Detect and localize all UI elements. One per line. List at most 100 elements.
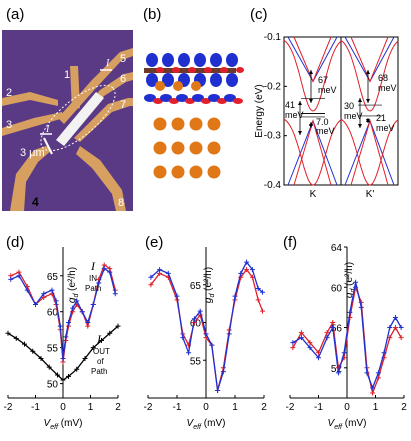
density-lobe [160, 94, 172, 102]
data-marker-blue [96, 280, 102, 286]
arrowhead [309, 70, 313, 74]
x-tick-label: 2 [115, 402, 121, 413]
data-marker-red [392, 325, 398, 331]
data-marker-black [90, 345, 96, 351]
x-axis-label: Veff (mV) [328, 418, 367, 431]
data-marker-blue [364, 370, 370, 376]
atom [189, 117, 203, 131]
data-marker-blue [8, 276, 14, 282]
data-marker-blue [324, 335, 330, 341]
panel-label-e: (e) [145, 234, 164, 251]
data-marker-black [46, 364, 52, 370]
data-marker-black [5, 330, 11, 336]
y-axis-label: gd (e²/h) [203, 267, 216, 303]
atom [207, 117, 221, 131]
legend-out-path: Path [91, 367, 107, 376]
arrowhead [366, 70, 370, 74]
conductance-chart-e: -2 -1 0 1 2 55 60 65 Veff (mV) gd (e²/h) [144, 247, 267, 431]
density-lobe [188, 67, 196, 73]
data-marker-blue [203, 331, 209, 337]
data-marker-blue [307, 345, 313, 351]
data-marker-blue [57, 323, 63, 329]
data-marker-blue [148, 274, 154, 280]
y-tick-label: -0.2 [264, 81, 282, 92]
annotation-K-1: 41 [285, 100, 295, 110]
data-marker-blue [209, 342, 215, 348]
atom [153, 141, 167, 155]
y-tick-label: 50 [47, 380, 59, 391]
flake-outline [40, 84, 116, 152]
data-marker-blue [370, 385, 376, 391]
contact-number-7: 7 [120, 99, 126, 111]
data-marker-blue [63, 334, 69, 340]
data-marker-blue [174, 293, 180, 299]
data-marker-blue [186, 350, 192, 356]
data-marker-blue [249, 267, 255, 273]
y-axis-label: Energy (eV) [254, 84, 265, 137]
series-line-red [292, 284, 402, 396]
data-marker-blue [157, 267, 163, 273]
data-marker-blue [244, 259, 250, 265]
band-curve [283, 39, 342, 112]
density-lobe [144, 94, 156, 102]
density-lobe [178, 53, 190, 67]
data-marker-blue [49, 287, 55, 293]
data-marker-blue [375, 370, 381, 376]
data-marker-blue [107, 269, 113, 275]
contact-3 [2, 112, 64, 136]
density-lobe [146, 53, 158, 67]
atom [207, 141, 221, 155]
data-marker-red [370, 390, 376, 396]
data-marker-blue [255, 286, 261, 292]
x-tick-label: 1 [232, 402, 238, 413]
panel-label-b: (b) [143, 6, 162, 23]
x-tick-label: 2 [401, 402, 407, 413]
data-marker-blue [220, 369, 226, 375]
graphene-strip [56, 92, 104, 146]
y-tick-label: 55 [190, 356, 202, 367]
density-lobe [233, 98, 243, 104]
legend-in-symbol: I [90, 259, 96, 273]
data-marker-blue [165, 270, 171, 276]
y-tick-label: 65 [190, 281, 202, 292]
y-tick-label: 60 [331, 283, 343, 294]
data-marker-red [398, 335, 404, 341]
annotation-Kp-1-unit: meV [344, 111, 363, 121]
data-marker-red [244, 267, 250, 273]
contact-number-1: 1 [64, 69, 70, 81]
data-marker-blue [24, 287, 30, 293]
contact-number-8: 8 [118, 197, 124, 209]
legend-out-label: OUT [93, 347, 110, 356]
panel-label-d: (d) [6, 234, 25, 251]
band-curve [350, 119, 389, 186]
annotation-K-2: 7.0 [316, 117, 329, 127]
data-marker-blue [180, 335, 186, 341]
data-marker-blue [232, 293, 238, 299]
data-marker-black [66, 373, 71, 379]
y-tick-label: -0.4 [264, 180, 282, 191]
x-tick-label: 1 [373, 402, 379, 413]
device-micrograph: 3 μm I I 5 6 7 8 2 3 1 4 [2, 30, 133, 211]
annotation-K-1-unit: meV [285, 110, 304, 120]
substrate-atoms [153, 81, 221, 179]
atom [171, 141, 185, 155]
band-curve [340, 118, 399, 186]
x-tick-label: -1 [314, 402, 323, 413]
atom [155, 81, 165, 91]
legend-out-of: of [97, 357, 104, 366]
legend-out-symbol: I [96, 332, 102, 346]
band-curve [293, 119, 332, 186]
x-tick-label-K: K [310, 189, 317, 200]
data-marker-blue [197, 308, 203, 314]
density-lobe [226, 53, 238, 67]
atom [171, 117, 185, 131]
x-tick-label: -2 [4, 402, 13, 413]
x-axis-label: Veff (mV) [187, 418, 226, 431]
data-marker-black [82, 355, 88, 361]
density-lobe [162, 53, 174, 67]
x-tick-label: -1 [31, 402, 40, 413]
arrowhead [358, 98, 362, 102]
